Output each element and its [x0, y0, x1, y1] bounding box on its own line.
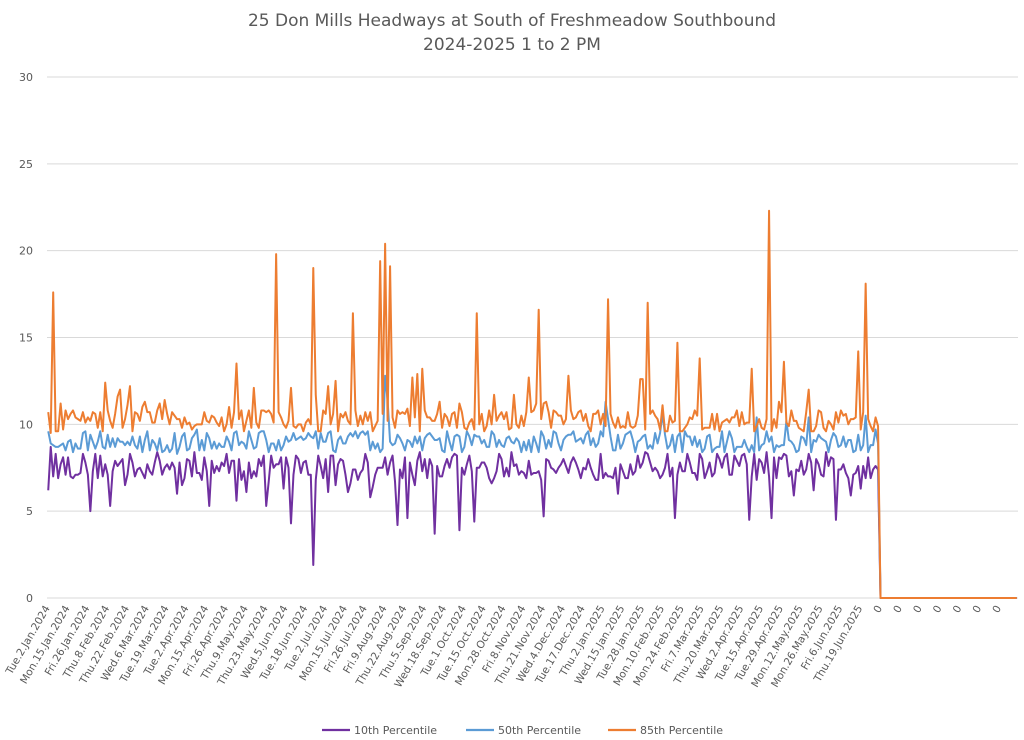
legend-label-10th: 10th Percentile: [354, 724, 437, 737]
series-lines: [47, 209, 1017, 599]
legend-label-50th: 50th Percentile: [498, 724, 581, 737]
y-tick-label: 20: [19, 245, 33, 258]
y-tick-label: 30: [19, 71, 33, 84]
y-tick-label: 5: [26, 505, 33, 518]
legend-item-50th: 50th Percentile: [466, 724, 581, 737]
y-tick-label: 0: [26, 592, 33, 605]
x-tick-label: 0: [891, 604, 905, 616]
legend-item-10th: 10th Percentile: [322, 724, 437, 737]
y-tick-label: 25: [19, 158, 33, 171]
x-tick-label: 0: [951, 604, 965, 616]
x-tick-label: 0: [931, 604, 945, 616]
y-axis-ticks: 0 5 10 15 20 25 30: [19, 71, 33, 605]
chart-title: 25 Don Mills Headways at South of Freshm…: [248, 11, 776, 31]
series-line-10th-percentile: [47, 445, 1017, 599]
series-line-85th-percentile: [47, 209, 1017, 599]
legend: 10th Percentile 50th Percentile 85th Per…: [322, 724, 723, 737]
y-tick-label: 15: [19, 332, 33, 345]
legend-item-85th: 85th Percentile: [608, 724, 723, 737]
x-tick-label: 0: [911, 604, 925, 616]
gridlines: [47, 76, 1018, 599]
series-line-50th-percentile: [47, 374, 1017, 599]
y-tick-label: 10: [19, 418, 33, 431]
x-tick-label: 0: [970, 604, 984, 616]
x-tick-label: 0: [871, 604, 885, 616]
chart-subtitle: 2024-2025 1 to 2 PM: [423, 35, 601, 55]
x-tick-label: 0: [990, 604, 1004, 616]
legend-label-85th: 85th Percentile: [640, 724, 723, 737]
